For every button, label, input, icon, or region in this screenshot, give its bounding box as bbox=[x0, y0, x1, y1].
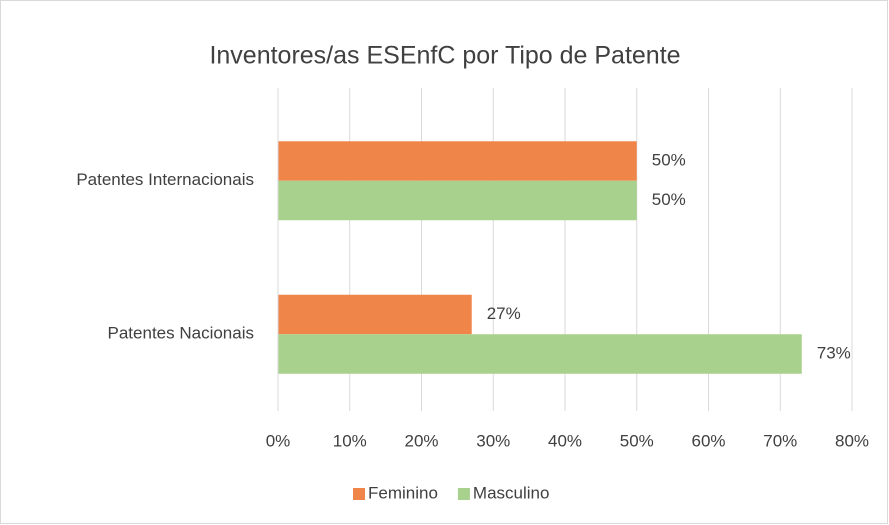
x-tick-label: 20% bbox=[404, 431, 438, 450]
data-label: 50% bbox=[652, 150, 686, 169]
x-tick-label: 10% bbox=[333, 431, 367, 450]
x-tick-label: 60% bbox=[691, 431, 725, 450]
x-tick-label: 70% bbox=[763, 431, 797, 450]
y-tick-label: Patentes Internacionais bbox=[76, 170, 254, 189]
bar bbox=[278, 180, 637, 221]
x-tick-label: 0% bbox=[266, 431, 291, 450]
x-tick-label: 50% bbox=[620, 431, 654, 450]
x-tick-label: 40% bbox=[548, 431, 582, 450]
legend-label: Masculino bbox=[473, 483, 550, 502]
legend-label: Feminino bbox=[368, 483, 438, 502]
legend-swatch bbox=[457, 488, 470, 500]
bar bbox=[278, 141, 637, 181]
data-label: 73% bbox=[817, 343, 851, 362]
bar bbox=[278, 334, 802, 374]
chart-title: Inventores/as ESEnfC por Tipo de Patente bbox=[209, 42, 680, 70]
legend-swatch bbox=[353, 488, 365, 500]
data-label: 50% bbox=[652, 190, 686, 209]
x-tick-label: 80% bbox=[835, 431, 869, 450]
y-tick-label: Patentes Nacionais bbox=[108, 324, 254, 343]
bar bbox=[278, 294, 472, 335]
data-label: 27% bbox=[487, 304, 521, 323]
x-tick-label: 30% bbox=[476, 431, 510, 450]
